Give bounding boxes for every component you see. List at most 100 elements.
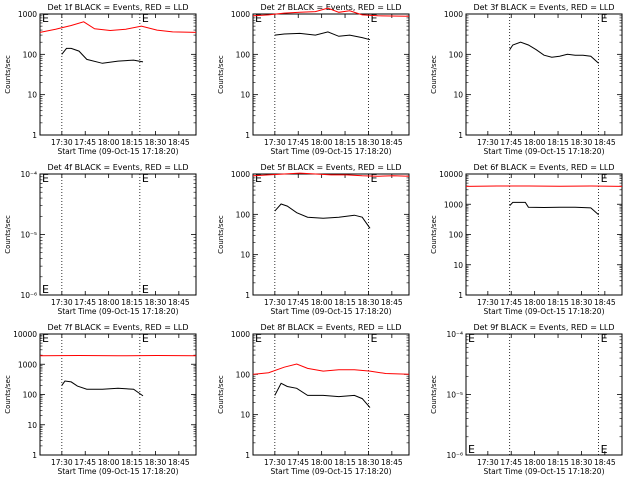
y-axis-label: Counts/sec xyxy=(430,375,438,414)
x-axis-label: Start Time (09-Oct-15 17:18:20) xyxy=(57,467,178,476)
y-tick-label: 10 xyxy=(27,91,37,100)
chart-panel-5: Det 5f BLACK = Events, RED = LLD Counts/s… xyxy=(217,163,410,316)
x-tick-label: 18:45 xyxy=(381,458,403,467)
y-tick-label: 100 xyxy=(449,50,464,59)
x-tick-label: 18:30 xyxy=(358,298,380,307)
y-tick-label: 10 xyxy=(453,261,463,270)
y-axis-label: Counts/sec xyxy=(217,55,225,94)
event-marker-label: E xyxy=(42,172,49,185)
y-tick-label: 1000 xyxy=(231,10,250,19)
y-tick-label: 1000 xyxy=(18,10,37,19)
event-marker-label: E xyxy=(142,283,149,296)
y-tick-label: 1 xyxy=(245,451,250,460)
x-axis-label: Start Time (09-Oct-15 17:18:20) xyxy=(483,467,604,476)
y-tick-label: 10 xyxy=(240,251,250,260)
chart-title: Det 3f BLACK = Events, RED = LLD xyxy=(473,3,614,12)
y-tick-label: 1 xyxy=(32,451,37,460)
x-tick-label: 18:45 xyxy=(594,298,616,307)
x-tick-label: 17:30 xyxy=(477,298,499,307)
chart-title: Det 8f BLACK = Events, RED = LLD xyxy=(260,323,401,332)
y-tick-label: 1000 xyxy=(231,330,250,339)
events-series-line xyxy=(274,203,371,229)
x-tick-label: 18:30 xyxy=(571,138,593,147)
chart-title: Det 2f BLACK = Events, RED = LLD xyxy=(260,3,401,12)
plot-frame xyxy=(39,333,197,456)
x-tick-label: 18:00 xyxy=(98,458,120,467)
x-tick-label: 17:30 xyxy=(51,138,73,147)
x-tick-label: 18:00 xyxy=(524,138,546,147)
event-marker-label: E xyxy=(142,12,149,25)
event-marker-label: E xyxy=(42,12,49,25)
chart-panel-6: Det 6f BLACK = Events, RED = LLD Counts/s… xyxy=(430,163,623,316)
x-tick-label: 17:30 xyxy=(264,138,286,147)
y-tick-label: 10⁻⁵ xyxy=(446,391,463,400)
event-marker-label: E xyxy=(255,332,262,345)
x-tick-label: 17:30 xyxy=(264,458,286,467)
x-tick-label: 17:45 xyxy=(500,458,522,467)
x-tick-label: 18:00 xyxy=(311,298,333,307)
y-tick-label: 1000 xyxy=(18,360,37,369)
x-tick-label: 17:30 xyxy=(264,298,286,307)
y-tick-label: 1 xyxy=(245,291,250,300)
y-tick-label: 10000 xyxy=(439,170,463,179)
y-tick-label: 1 xyxy=(32,131,37,140)
event-marker-label: E xyxy=(255,172,262,185)
y-axis-label: Counts/sec xyxy=(4,215,12,254)
y-tick-label: 100 xyxy=(449,231,464,240)
x-tick-label: 18:30 xyxy=(145,138,167,147)
chart-panel-7: Det 7f BLACK = Events, RED = LLD Counts/s… xyxy=(4,323,197,476)
x-tick-label: 17:45 xyxy=(74,138,96,147)
chart-panel-1: Det 1f BLACK = Events, RED = LLD Counts/s… xyxy=(4,3,197,156)
x-tick-label: 18:15 xyxy=(547,458,569,467)
chart-panel-4: Det 4f BLACK = Events, RED = LLD Counts/s… xyxy=(4,163,197,316)
y-axis-label: Counts/sec xyxy=(217,375,225,414)
events-series-line xyxy=(61,380,144,397)
y-axis-label: Counts/sec xyxy=(4,55,12,94)
x-tick-label: 17:30 xyxy=(477,138,499,147)
y-tick-label: 1000 xyxy=(444,10,463,19)
x-tick-label: 18:15 xyxy=(334,138,356,147)
x-tick-label: 18:15 xyxy=(121,298,143,307)
event-marker-label: E xyxy=(468,332,475,345)
event-marker-label: E xyxy=(601,332,608,345)
y-tick-label: 10⁻⁵ xyxy=(20,231,37,240)
x-axis-label: Start Time (09-Oct-15 17:18:20) xyxy=(270,467,391,476)
x-tick-label: 18:15 xyxy=(334,458,356,467)
y-tick-label: 1 xyxy=(245,131,250,140)
x-tick-label: 18:30 xyxy=(571,298,593,307)
chart-panel-3: Det 3f BLACK = Events, RED = LLD Counts/s… xyxy=(430,3,623,156)
y-tick-label: 100 xyxy=(236,210,251,219)
chart-title: Det 7f BLACK = Events, RED = LLD xyxy=(47,323,188,332)
x-tick-label: 17:45 xyxy=(287,298,309,307)
y-tick-label: 1 xyxy=(458,131,463,140)
chart-title: Det 1f BLACK = Events, RED = LLD xyxy=(47,3,188,12)
x-tick-label: 18:15 xyxy=(547,138,569,147)
x-axis-label: Start Time (09-Oct-15 17:18:20) xyxy=(270,147,391,156)
y-tick-label: 100 xyxy=(23,391,38,400)
event-marker-label: E xyxy=(370,12,377,25)
x-tick-label: 18:45 xyxy=(594,458,616,467)
plot-frame xyxy=(252,173,410,296)
y-tick-label: 10 xyxy=(453,91,463,100)
y-tick-label: 100 xyxy=(236,50,251,59)
x-tick-label: 18:00 xyxy=(98,138,120,147)
events-series-line xyxy=(274,382,371,408)
x-tick-label: 17:30 xyxy=(477,458,499,467)
x-tick-label: 18:45 xyxy=(168,298,190,307)
chart-title: Det 9f BLACK = Events, RED = LLD xyxy=(473,323,614,332)
plot-frame xyxy=(465,13,623,136)
x-tick-label: 18:30 xyxy=(358,458,380,467)
chart-title: Det 5f BLACK = Events, RED = LLD xyxy=(260,163,401,172)
chart-panel-9: Det 9f BLACK = Events, RED = LLD Counts/s… xyxy=(430,323,623,476)
y-tick-label: 1000 xyxy=(444,200,463,209)
x-tick-label: 18:00 xyxy=(524,298,546,307)
events-series-line xyxy=(61,47,144,64)
event-marker-label: E xyxy=(601,12,608,25)
lld-series-line xyxy=(252,172,410,177)
chart-title: Det 4f BLACK = Events, RED = LLD xyxy=(47,163,188,172)
chart-panel-8: Det 8f BLACK = Events, RED = LLD Counts/s… xyxy=(217,323,410,476)
x-tick-label: 17:30 xyxy=(51,298,73,307)
x-tick-label: 18:15 xyxy=(334,298,356,307)
x-tick-label: 18:30 xyxy=(145,298,167,307)
x-axis-label: Start Time (09-Oct-15 17:18:20) xyxy=(57,307,178,316)
